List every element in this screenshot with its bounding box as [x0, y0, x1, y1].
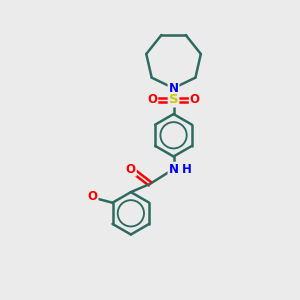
Text: O: O — [126, 163, 136, 176]
Text: N: N — [169, 163, 178, 176]
Text: N: N — [169, 82, 178, 95]
Text: O: O — [88, 190, 98, 203]
Text: O: O — [147, 93, 158, 106]
Text: O: O — [190, 93, 200, 106]
Text: S: S — [169, 93, 178, 106]
Text: H: H — [182, 163, 192, 176]
